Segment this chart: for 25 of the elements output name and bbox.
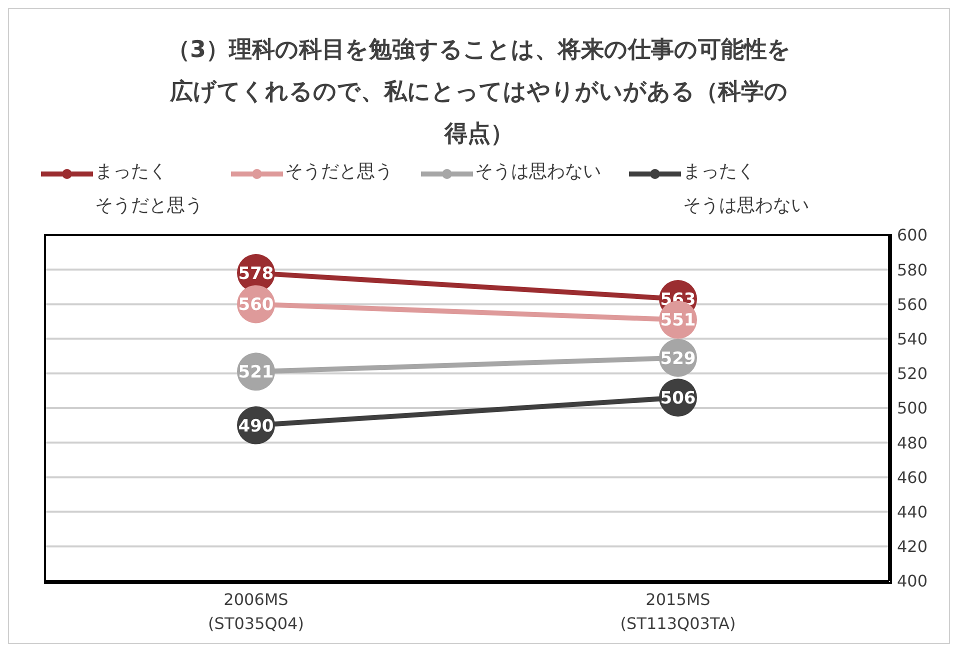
y-tick-label: 600: [897, 226, 928, 245]
y-tick-label: 520: [897, 364, 928, 384]
y-tick-label: 500: [897, 398, 928, 418]
y-tick-label: 420: [897, 537, 928, 556]
data-label: 529: [660, 348, 696, 369]
y-tick-label: 480: [897, 433, 928, 452]
y-tick-label: 440: [897, 502, 928, 522]
x-tick-label: 2006MS (ST035Q04): [208, 590, 304, 633]
y-tick-label: 540: [897, 329, 928, 348]
legend-label: そうだと思う: [285, 160, 393, 184]
legend-label: そうは思わない: [475, 160, 601, 184]
y-tick-label: 460: [897, 468, 928, 487]
data-label: 560: [238, 295, 274, 316]
data-label: 506: [660, 388, 696, 409]
data-label: 490: [238, 416, 274, 436]
chart-title: （3）理科の科目を勉強することは、将来の仕事の可能性を広げてくれるので、私にとってはやりがいがある（科学の得点）: [166, 36, 792, 149]
data-label: 551: [660, 310, 696, 331]
x-tick-label: 2015MS (ST113Q03TA): [620, 590, 736, 633]
y-tick-label: 560: [897, 294, 928, 314]
legend-label: まったくそうは思わない: [683, 160, 809, 218]
data-label: 521: [238, 362, 274, 383]
y-tick-label: 400: [897, 572, 928, 591]
data-label: 578: [238, 264, 274, 284]
y-tick-label: 580: [897, 260, 928, 280]
legend-label: まったくそうだと思う: [95, 160, 203, 218]
